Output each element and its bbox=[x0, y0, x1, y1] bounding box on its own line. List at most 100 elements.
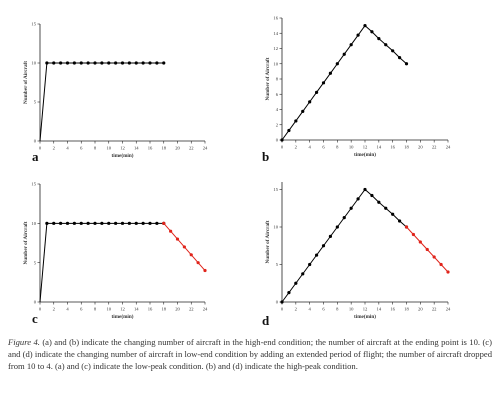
data-point bbox=[52, 61, 56, 65]
x-tick-label: 4 bbox=[66, 146, 69, 151]
x-tick-label: 12 bbox=[363, 145, 368, 150]
data-point bbox=[280, 138, 284, 142]
x-tick-label: 16 bbox=[390, 145, 395, 150]
data-point bbox=[86, 221, 90, 225]
y-axis-title: Number of Aircraft bbox=[23, 61, 29, 104]
data-point bbox=[114, 61, 118, 65]
data-point bbox=[162, 61, 166, 65]
y-tick-label: 8 bbox=[276, 77, 279, 82]
data-point bbox=[162, 221, 166, 225]
data-point bbox=[72, 221, 76, 225]
panel-label: b bbox=[262, 149, 269, 164]
data-point bbox=[155, 221, 159, 225]
x-tick-label: 8 bbox=[94, 307, 97, 312]
data-point bbox=[79, 61, 83, 65]
y-axis-title: Number of Aircraft bbox=[265, 57, 271, 100]
panel-label: c bbox=[32, 311, 38, 326]
data-point bbox=[321, 244, 326, 248]
x-tick-label: 6 bbox=[322, 307, 325, 312]
panel-c: 0 2 4 6 8 10 12 14 16 18 20 22 24051015time(min)Numb… bbox=[23, 182, 208, 326]
panel-a: 0 2 4 6 8 10 12 14 16 18 20 22 24051015time(min)Numb… bbox=[23, 22, 208, 164]
y-tick-label: 12 bbox=[273, 46, 278, 51]
data-point bbox=[328, 71, 333, 75]
data-point bbox=[301, 109, 305, 114]
data-point bbox=[404, 62, 409, 66]
x-tick-label: 18 bbox=[161, 146, 166, 151]
x-tick-label: 4 bbox=[66, 307, 69, 312]
x-tick-label: 14 bbox=[134, 307, 139, 312]
y-tick-label: 5 bbox=[276, 262, 279, 267]
x-tick-label: 22 bbox=[189, 307, 194, 312]
x-tick-label: 6 bbox=[322, 145, 325, 150]
data-point bbox=[342, 216, 346, 220]
data-point bbox=[65, 61, 70, 65]
data-point bbox=[107, 61, 111, 65]
data-point bbox=[79, 221, 83, 225]
x-tick-label: 0 bbox=[281, 145, 284, 150]
data-point bbox=[377, 36, 381, 41]
data-point bbox=[384, 206, 388, 210]
panel-label: d bbox=[262, 313, 270, 328]
x-tick-label: 8 bbox=[336, 307, 339, 312]
data-point bbox=[127, 61, 131, 65]
data-point bbox=[120, 61, 125, 65]
data-point bbox=[72, 61, 76, 65]
data-point bbox=[308, 100, 312, 104]
data-point bbox=[391, 212, 395, 216]
y-tick-label: 0 bbox=[276, 300, 279, 305]
x-tick-label: 22 bbox=[432, 307, 437, 312]
x-tick-label: 2 bbox=[53, 146, 56, 151]
data-point bbox=[169, 229, 173, 233]
x-tick-label: 6 bbox=[80, 307, 83, 312]
data-point bbox=[301, 272, 305, 276]
data-point bbox=[100, 221, 104, 225]
data-point bbox=[349, 43, 353, 47]
data-point bbox=[155, 61, 159, 65]
y-axis-title: Number of Aircraft bbox=[265, 220, 271, 263]
x-tick-label: 20 bbox=[418, 145, 423, 150]
data-point bbox=[141, 221, 145, 225]
data-point bbox=[314, 253, 319, 257]
x-tick-label: 18 bbox=[404, 307, 409, 312]
y-tick-label: 16 bbox=[273, 16, 278, 21]
data-point bbox=[294, 119, 298, 123]
x-tick-label: 0 bbox=[281, 307, 284, 312]
y-tick-label: 10 bbox=[31, 221, 36, 226]
data-point bbox=[93, 61, 97, 65]
data-point bbox=[328, 234, 333, 238]
data-point bbox=[203, 268, 207, 273]
data-point bbox=[196, 261, 200, 265]
y-tick-label: 4 bbox=[276, 107, 279, 112]
data-point bbox=[314, 90, 319, 94]
data-point bbox=[446, 270, 450, 274]
x-tick-label: 24 bbox=[203, 307, 208, 312]
data-point bbox=[45, 221, 49, 225]
x-tick-label: 14 bbox=[377, 307, 382, 312]
x-tick-label: 24 bbox=[446, 145, 451, 150]
x-tick-label: 18 bbox=[404, 145, 409, 150]
x-tick-label: 16 bbox=[148, 307, 153, 312]
data-point bbox=[52, 221, 56, 225]
caption-text: (a) and (b) indicate the changing number… bbox=[8, 337, 492, 371]
data-point bbox=[287, 291, 291, 295]
data-point bbox=[308, 262, 312, 267]
x-tick-label: 6 bbox=[80, 146, 83, 151]
x-tick-label: 10 bbox=[106, 146, 111, 151]
y-tick-label: 0 bbox=[34, 139, 37, 144]
data-point bbox=[182, 245, 186, 249]
x-tick-label: 0 bbox=[39, 307, 42, 312]
data-point bbox=[391, 49, 395, 53]
x-axis-title: time(min) bbox=[354, 151, 376, 158]
y-axis-title: Number of Aircraft bbox=[23, 221, 29, 264]
y-tick-label: 5 bbox=[34, 100, 37, 105]
data-point bbox=[384, 43, 388, 47]
data-point bbox=[175, 237, 180, 241]
data-point bbox=[356, 197, 360, 201]
x-tick-label: 4 bbox=[309, 307, 312, 312]
caption-label: Figure 4. bbox=[8, 337, 40, 347]
data-point bbox=[418, 240, 422, 244]
data-point bbox=[134, 61, 138, 65]
data-point bbox=[114, 221, 118, 225]
data-point bbox=[356, 33, 360, 37]
